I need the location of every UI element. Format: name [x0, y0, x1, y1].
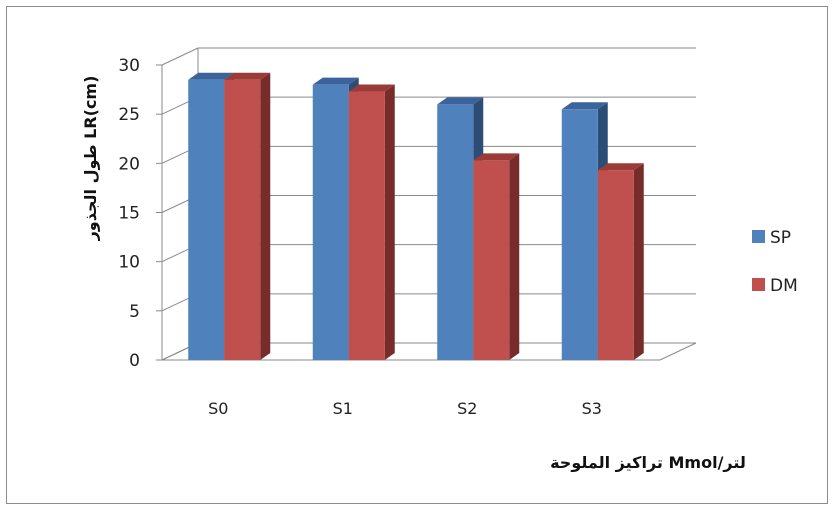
chart-frame	[6, 6, 828, 504]
y-tick-label: 30	[118, 56, 140, 76]
bar-top	[224, 72, 271, 80]
bar-front	[348, 91, 385, 361]
y-tick-labels: 0 5 10 15 20 25 30	[118, 56, 140, 371]
bar-front	[312, 84, 349, 361]
bar-top	[597, 163, 644, 171]
gridline-diagonal	[161, 47, 199, 66]
bar-front	[561, 109, 598, 360]
legend-swatch	[752, 230, 765, 243]
bar-dm-s0	[224, 72, 271, 360]
bar-front	[224, 79, 261, 360]
bar-top	[348, 84, 395, 92]
bar-front	[437, 104, 474, 360]
legend: SP DM	[752, 228, 798, 296]
legend-label: DM	[770, 276, 798, 296]
bar-front	[597, 170, 634, 360]
y-tick-label: 0	[129, 351, 140, 371]
bar-side	[260, 72, 271, 360]
x-tick-label-s2: S2	[457, 399, 477, 418]
legend-item-dm: DM	[752, 276, 798, 296]
x-axis-title: تراكيز الملوحة Mmol/لتر	[550, 453, 746, 472]
y-tick-label: 25	[118, 105, 140, 125]
bar-top	[561, 102, 608, 110]
bar-side	[384, 84, 395, 361]
bar-dm-s3	[597, 163, 644, 360]
bar-top	[188, 72, 235, 80]
bar-front	[473, 160, 510, 360]
y-axis-title: طول الجذور LR(cm)	[81, 76, 100, 242]
y-tick-label: 10	[118, 253, 140, 273]
bar-dm-s1	[348, 84, 395, 361]
category-labels: S0 S1 S2 S3	[208, 399, 602, 418]
legend-item-sp: SP	[752, 228, 791, 248]
bar-top	[473, 153, 520, 161]
bars	[188, 72, 644, 361]
bar-side	[633, 163, 644, 360]
bar-top	[312, 77, 359, 85]
y-tick-label: 20	[118, 154, 140, 174]
y-tick-label: 5	[129, 302, 140, 322]
bar-dm-s2	[473, 153, 520, 360]
legend-swatch	[752, 278, 765, 291]
legend-label: SP	[770, 228, 791, 248]
x-tick-label-s1: S1	[333, 399, 353, 418]
x-tick-label-s0: S0	[208, 399, 228, 418]
bar-top	[437, 97, 484, 105]
bar-front	[188, 79, 225, 360]
floor-right-edge	[659, 342, 697, 361]
y-tick-label: 15	[118, 204, 140, 224]
x-tick-label-s3: S3	[582, 399, 602, 418]
bar-side	[509, 153, 520, 360]
